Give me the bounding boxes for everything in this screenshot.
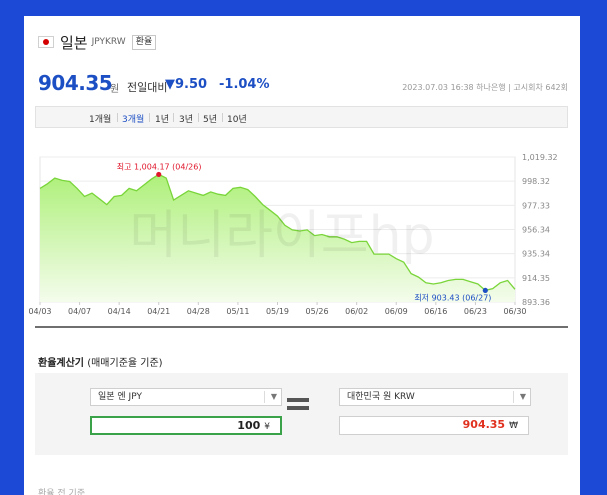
series-line xyxy=(39,173,516,292)
calculator-title-text: 환율계산기 xyxy=(38,358,84,369)
tab-5-years[interactable]: 5년 xyxy=(203,115,218,125)
x-tick-label: 04/28 xyxy=(187,307,210,316)
x-tick-label: 06/09 xyxy=(385,307,408,316)
x-tick-label: 05/19 xyxy=(266,307,289,316)
tab-1-month[interactable]: 1개월 xyxy=(89,115,112,125)
current-price: 904.35 xyxy=(38,71,113,95)
x-tick-label: 06/30 xyxy=(503,307,526,316)
y-tick-label: 1,019.32 xyxy=(522,153,558,162)
y-tick-label: 977.33 xyxy=(522,201,550,210)
calculator-title: 환율계산기 (매매기준율 기준) xyxy=(38,354,163,369)
select-divider xyxy=(264,391,265,403)
chevron-down-icon: ▼ xyxy=(519,392,526,401)
y-tick-label: 935.34 xyxy=(522,250,550,259)
tab-separator xyxy=(149,113,150,122)
x-tick-label: 06/02 xyxy=(345,307,368,316)
low-label: 최저 903.43 (06/27) xyxy=(414,292,491,302)
from-amount-value: 100 xyxy=(237,419,261,432)
price-meta: 2023.07.03 16:38 하나은행 | 고시회차 642회 xyxy=(402,83,568,92)
japan-flag-icon xyxy=(38,36,54,48)
tab-3-months[interactable]: 3개월 xyxy=(122,115,145,125)
series-area xyxy=(40,174,515,302)
high-point xyxy=(156,171,162,178)
tab-1-year[interactable]: 1년 xyxy=(155,115,170,125)
section-divider xyxy=(35,326,568,328)
tab-separator xyxy=(198,113,199,122)
x-tick-label: 05/26 xyxy=(306,307,329,316)
y-tick-label: 998.32 xyxy=(522,177,550,186)
calculator-panel xyxy=(35,373,568,455)
currency-code: JPYKRW xyxy=(91,37,126,47)
price-row: 904.35 원 전일대비 ▼9.50 -1.04% 2023.07.03 16… xyxy=(38,71,568,97)
tab-separator xyxy=(173,113,174,122)
won-unit: ₩ xyxy=(509,421,518,431)
high-label: 최고 1,004.17 (04/26) xyxy=(117,161,202,171)
y-tick-label: 956.34 xyxy=(522,226,550,235)
exchange-rate-card: 일본 JPYKRW 환율 904.35 원 전일대비 ▼9.50 -1.04% … xyxy=(24,16,580,495)
truncated-section-label: 환율 전 기준 xyxy=(38,489,86,495)
x-tick-label: 04/03 xyxy=(28,307,51,316)
chevron-down-icon: ▼ xyxy=(270,392,277,401)
y-tick-label: 914.35 xyxy=(522,274,550,283)
to-currency-label: 대한민국 원 KRW xyxy=(347,392,415,402)
from-amount-input[interactable]: 100 ¥ xyxy=(90,416,282,435)
price-unit: 원 xyxy=(110,84,120,95)
currency-name: 일본 xyxy=(60,33,88,52)
exchange-button[interactable]: 환율 xyxy=(131,34,157,50)
period-tabs: 1개월 3개월 1년 3년 5년 10년 xyxy=(35,106,568,128)
low-point xyxy=(482,287,488,294)
equals-icon xyxy=(287,396,309,412)
to-amount-output: 904.35 ₩ xyxy=(339,416,529,435)
currency-header: 일본 JPYKRW 환율 xyxy=(38,32,157,52)
change-value: ▼9.50 xyxy=(165,77,208,92)
x-tick-label: 06/16 xyxy=(424,307,447,316)
x-tick-label: 04/14 xyxy=(108,307,131,316)
tab-10-years[interactable]: 10년 xyxy=(227,115,247,125)
select-divider xyxy=(513,391,514,403)
y-tick-label: 893.36 xyxy=(522,298,550,307)
yen-unit: ¥ xyxy=(264,422,270,432)
watermark-text: 머니라이프hp xyxy=(129,206,434,266)
x-tick-label: 05/11 xyxy=(226,307,249,316)
to-currency-select[interactable]: 대한민국 원 KRW ▼ xyxy=(339,388,531,406)
tab-separator xyxy=(222,113,223,122)
from-currency-select[interactable]: 일본 엔 JPY ▼ xyxy=(90,388,282,406)
exchange-rate-chart: 1,019.32 998.32 977.33 956.34 935.34 914.35 89… xyxy=(28,153,558,316)
x-tick-label: 06/23 xyxy=(464,307,487,316)
from-currency-label: 일본 엔 JPY xyxy=(98,392,142,402)
to-amount-value: 904.35 xyxy=(462,418,506,431)
tab-separator xyxy=(117,113,118,122)
change-label: 전일대비 xyxy=(127,81,168,94)
x-tick-label: 04/21 xyxy=(147,307,170,316)
x-tick-label: 04/07 xyxy=(68,307,91,316)
change-percent: -1.04% xyxy=(219,77,270,92)
calculator-subtitle: (매매기준율 기준) xyxy=(87,358,163,369)
tab-3-years[interactable]: 3년 xyxy=(179,115,194,125)
